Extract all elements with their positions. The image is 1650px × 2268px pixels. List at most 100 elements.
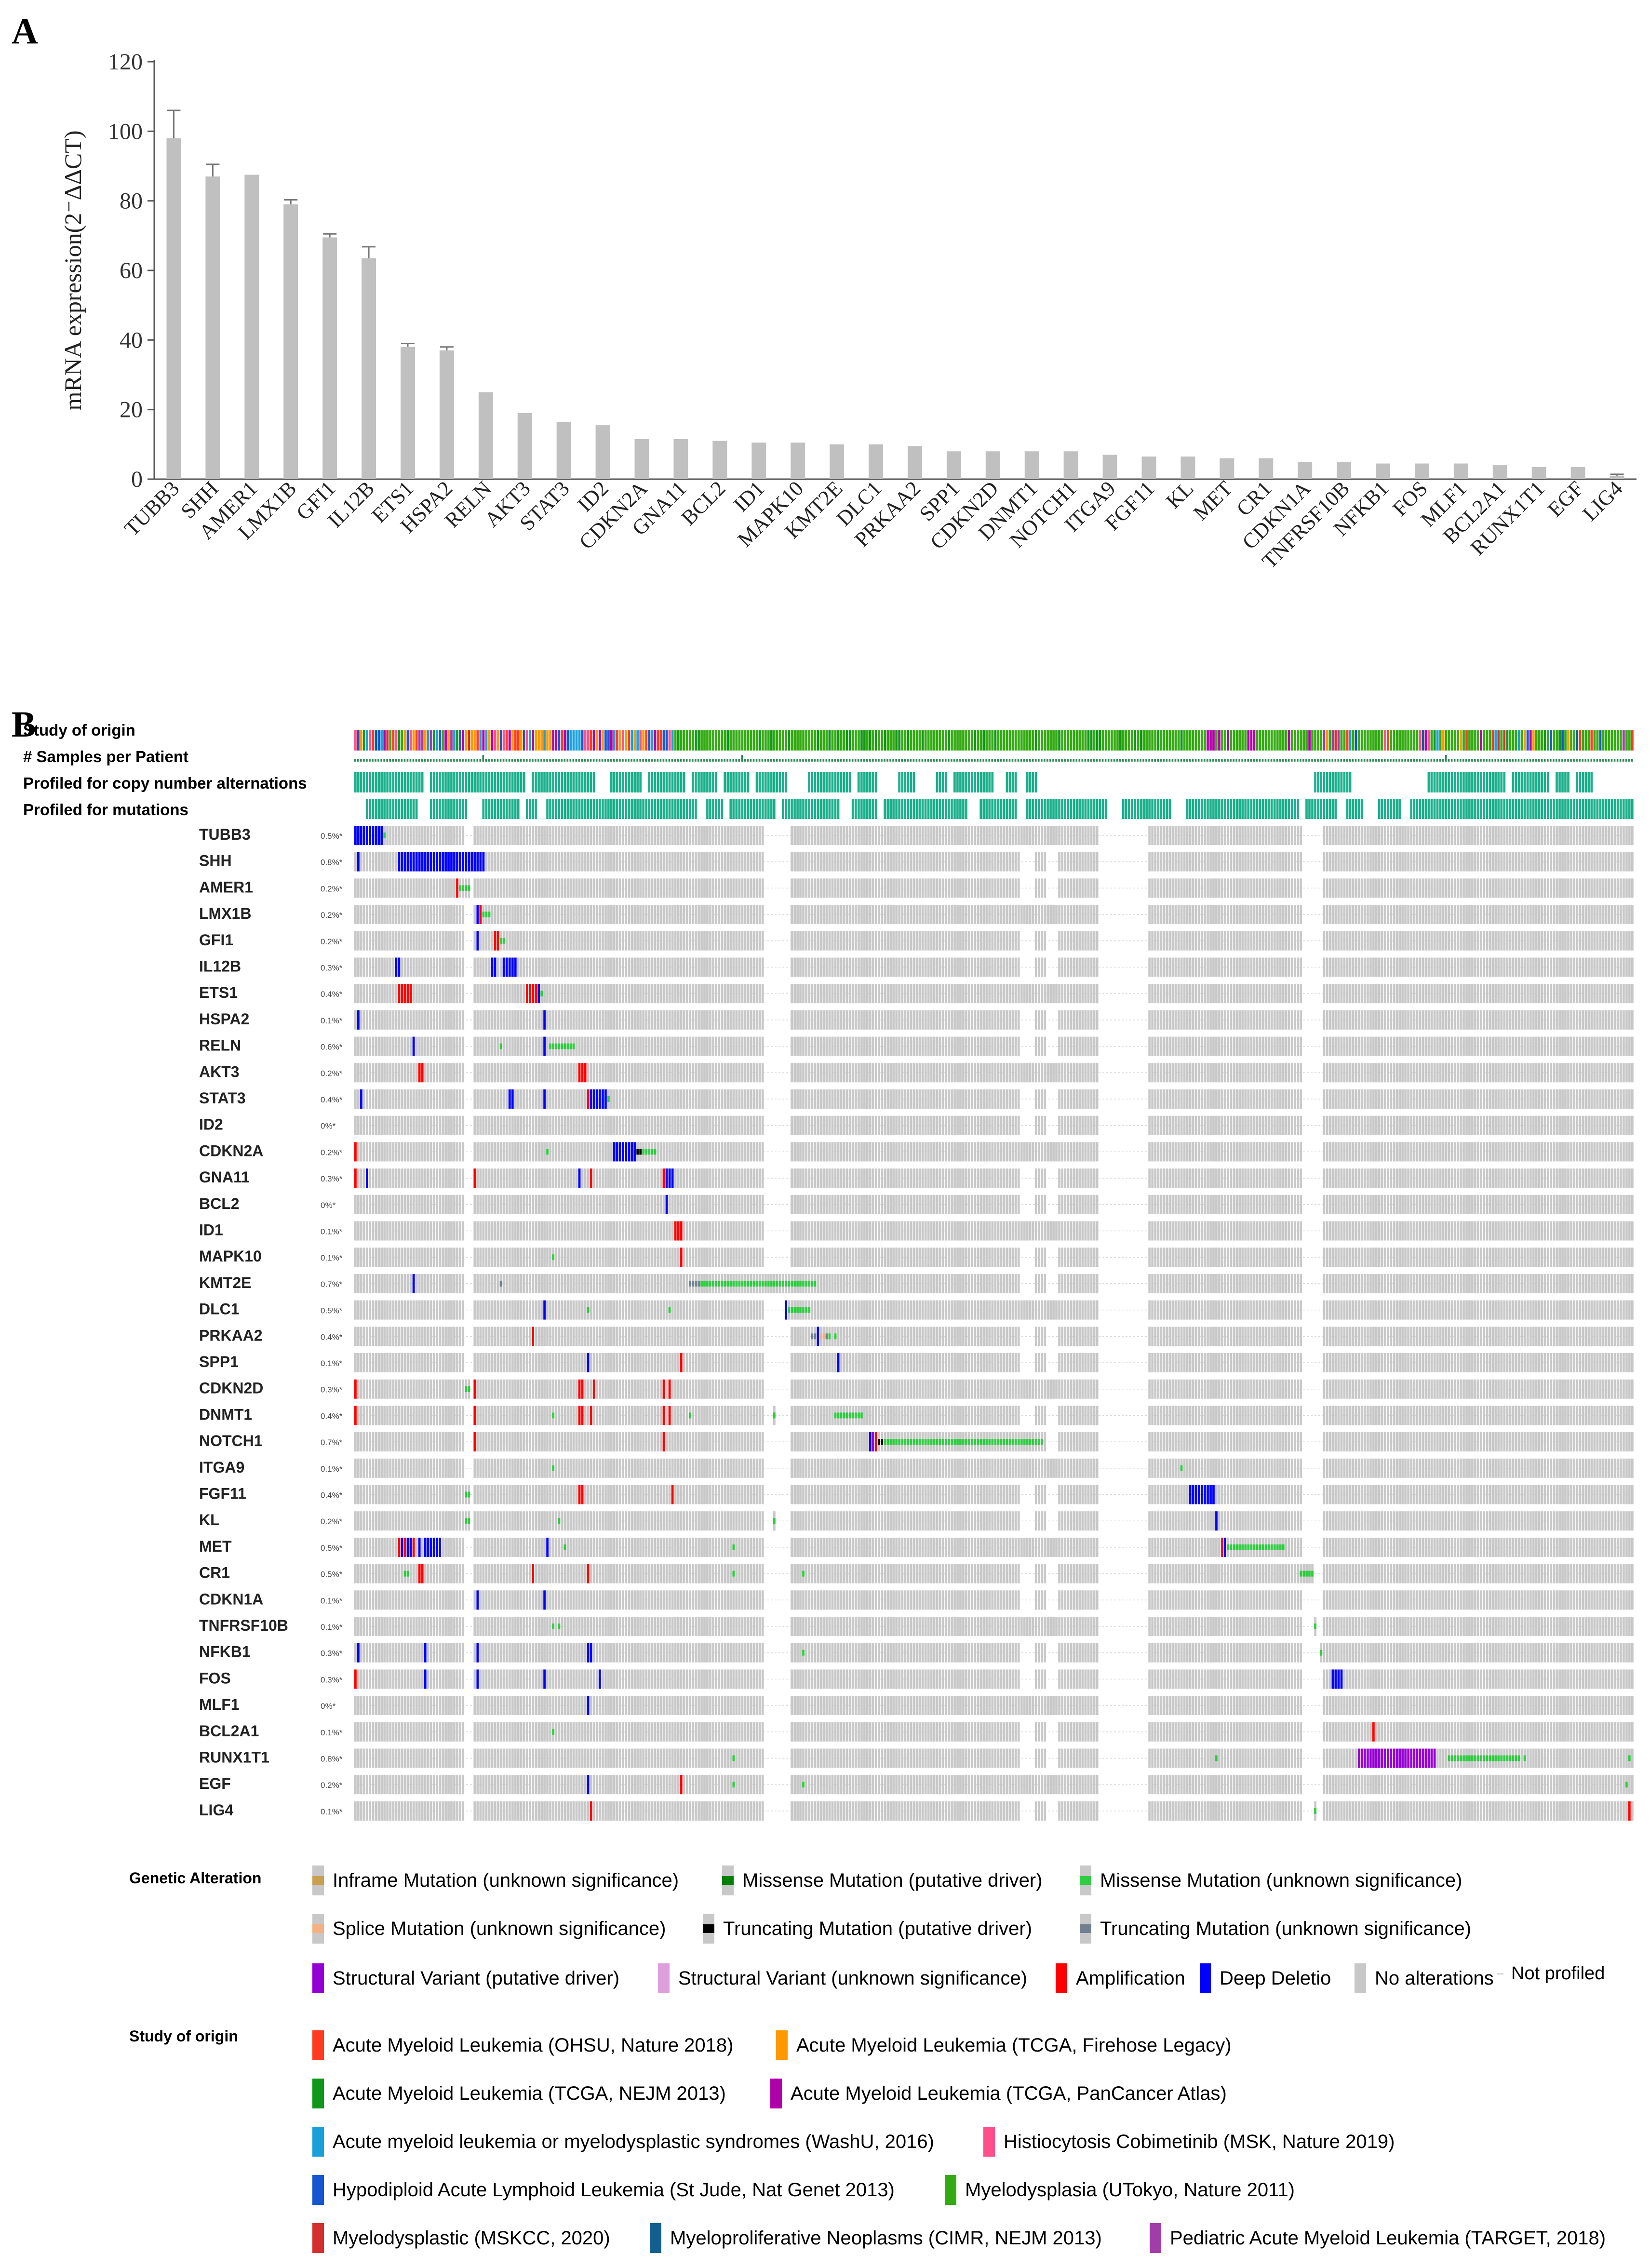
sample-mark	[1372, 759, 1374, 762]
profiled-cell	[1166, 799, 1168, 819]
cell	[819, 1010, 822, 1030]
cell	[354, 931, 357, 951]
cell	[403, 1036, 406, 1056]
cell	[1480, 931, 1483, 951]
cell	[476, 984, 479, 1004]
profiled-cell	[383, 772, 386, 792]
cell	[671, 1036, 674, 1056]
sample-mark	[1535, 759, 1537, 762]
cell	[401, 1036, 403, 1056]
cell	[1163, 852, 1166, 872]
cell	[1465, 1010, 1468, 1030]
cell	[685, 957, 688, 977]
cell	[473, 1010, 476, 1030]
profiled-cell	[499, 799, 502, 819]
sample-mark	[1000, 759, 1002, 762]
cell	[1343, 1010, 1346, 1030]
cell	[1590, 957, 1593, 977]
cell	[1401, 878, 1404, 898]
cell	[1326, 931, 1328, 951]
cell	[1509, 826, 1512, 845]
profiled-cell	[1430, 772, 1433, 792]
sample-mark	[767, 759, 769, 762]
sample-mark	[1491, 759, 1493, 762]
cell	[654, 826, 657, 845]
cell	[1171, 984, 1174, 1004]
cell	[886, 984, 889, 1004]
cell	[1550, 931, 1552, 951]
cell	[1375, 984, 1378, 1004]
sample-mark	[884, 759, 885, 762]
cell	[1393, 826, 1395, 845]
sample-mark	[1041, 759, 1043, 762]
cell	[1564, 931, 1567, 951]
cell	[1556, 826, 1558, 845]
cell	[1558, 878, 1561, 898]
cell	[1483, 984, 1486, 1004]
cell	[375, 1036, 377, 1056]
cell	[1014, 852, 1017, 872]
sample-mark	[1119, 759, 1121, 762]
cell	[857, 878, 860, 898]
profiled-cell	[738, 799, 741, 819]
cell	[453, 957, 456, 977]
cell	[884, 984, 886, 1004]
cell	[878, 826, 880, 845]
cell	[848, 1010, 851, 1030]
cell	[459, 957, 462, 977]
cell	[968, 905, 971, 925]
cell	[677, 1010, 680, 1030]
cell	[1445, 826, 1448, 845]
cell	[1465, 984, 1468, 1004]
cell	[1250, 1010, 1253, 1030]
cell	[601, 852, 604, 872]
alteration-amp	[456, 878, 459, 898]
cell	[1148, 905, 1151, 925]
cell	[1497, 878, 1500, 898]
cell	[750, 905, 752, 925]
cell	[657, 905, 659, 925]
cell	[1471, 1010, 1474, 1030]
profiled-cell	[558, 799, 561, 819]
sample-mark	[1279, 759, 1281, 762]
cell	[642, 826, 645, 845]
gene-percent: 0.2%*	[321, 884, 343, 893]
cell	[552, 852, 555, 872]
profiled-cell	[1500, 799, 1503, 819]
cell	[831, 878, 834, 898]
cell	[366, 1010, 368, 1030]
cell	[415, 1010, 418, 1030]
track-label-study: Study of origin	[23, 721, 135, 739]
cell	[1235, 905, 1238, 925]
profiled-cell	[738, 772, 741, 792]
sample-mark	[1029, 759, 1031, 762]
cell	[1177, 1010, 1180, 1030]
cell	[1331, 826, 1334, 845]
cell	[517, 1036, 520, 1056]
cell	[1448, 905, 1450, 925]
sample-mark	[386, 759, 388, 762]
alteration-amp	[479, 905, 482, 925]
cell	[604, 1010, 607, 1030]
profiled-cell	[982, 772, 985, 792]
cell	[889, 826, 892, 845]
study-cell	[406, 730, 409, 751]
profiled-cell	[953, 772, 956, 792]
profiled-cell	[718, 799, 720, 819]
cell	[1294, 826, 1296, 845]
cell	[392, 852, 395, 872]
cell	[741, 1010, 744, 1030]
cell	[1073, 1010, 1075, 1030]
cell	[1174, 852, 1177, 872]
study-cell	[1137, 730, 1139, 751]
study-cell	[592, 730, 595, 751]
study-cell	[889, 730, 892, 751]
cell	[1270, 878, 1273, 898]
sample-mark	[1483, 759, 1485, 762]
cell	[1034, 878, 1037, 898]
sample-mark	[366, 759, 368, 762]
cell	[1570, 826, 1573, 845]
cna-profiled-track	[354, 772, 1593, 792]
cell	[1599, 931, 1602, 951]
cell	[793, 905, 796, 925]
